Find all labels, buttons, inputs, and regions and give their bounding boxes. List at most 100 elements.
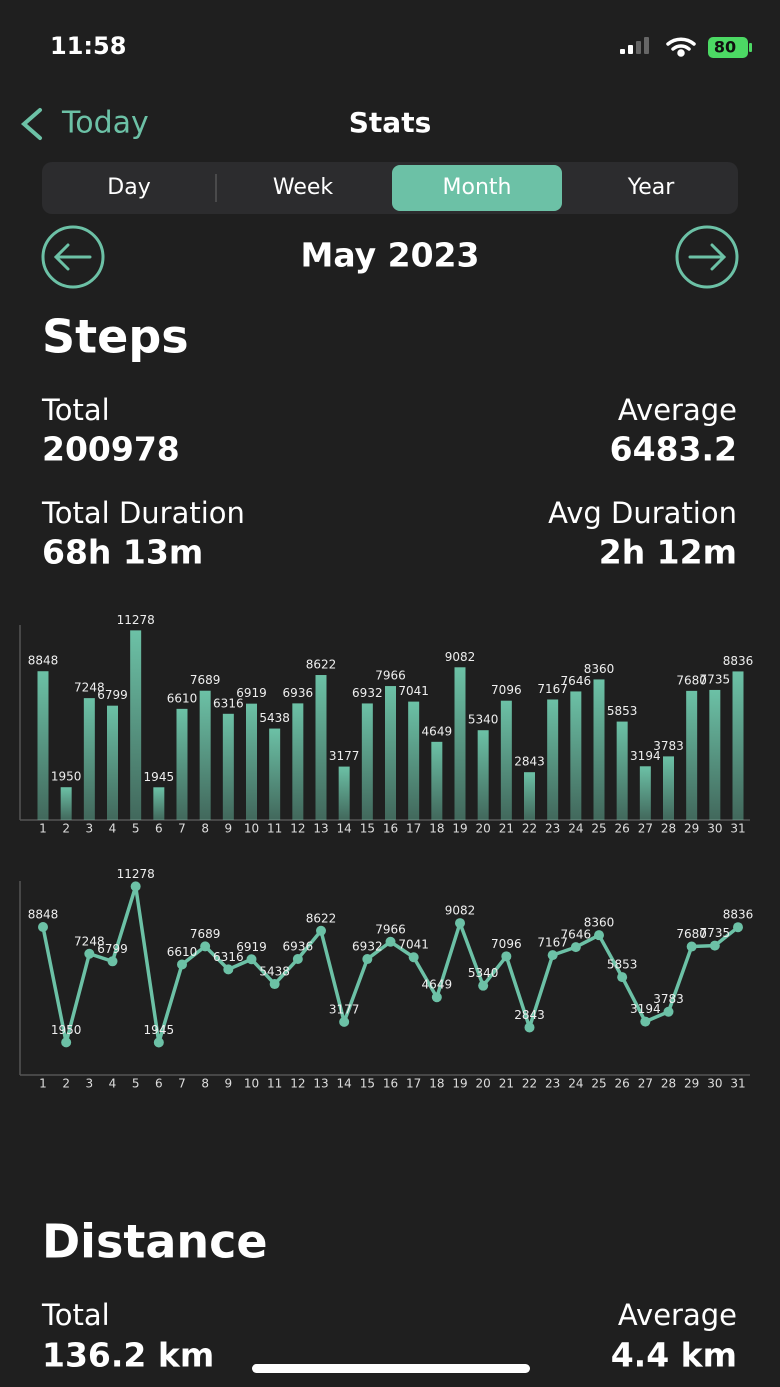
x-tick-label: 24 — [568, 822, 583, 836]
stat-value: 136.2 km — [42, 1336, 214, 1375]
tabs: Day Week Month Year — [107, 165, 675, 211]
x-tick-label: 31 — [730, 822, 745, 836]
x-tick-label: 20 — [476, 822, 491, 836]
stat-value: 68h 13m — [42, 533, 203, 572]
bar — [408, 701, 420, 820]
data-label: 5340 — [468, 713, 499, 727]
stat-label: Total Duration — [41, 496, 245, 530]
bar — [616, 721, 628, 820]
bar — [663, 756, 674, 820]
data-label: 3177 — [329, 749, 360, 763]
bar — [524, 772, 535, 820]
tab-selected — [392, 165, 562, 211]
data-label: 3194 — [630, 749, 661, 763]
bar — [431, 741, 443, 820]
stat-label: Average — [618, 1298, 737, 1332]
signal-icon — [620, 37, 649, 54]
x-tick-label: 7 — [178, 1077, 186, 1091]
tab[interactable]: Month — [443, 175, 512, 200]
x-tick-label: 9 — [225, 1077, 233, 1091]
x-tick-label: 27 — [638, 1077, 653, 1091]
data-label: 8848 — [28, 908, 59, 922]
x-tick-label: 25 — [591, 1077, 606, 1091]
stat-label: Average — [618, 393, 737, 427]
back-button[interactable]: Today — [61, 106, 149, 141]
bar — [686, 690, 698, 820]
point — [339, 1016, 350, 1027]
x-tick-label: 26 — [615, 822, 630, 836]
stat-value: 200978 — [42, 430, 180, 469]
x-tick-label: 3 — [86, 822, 94, 836]
x-tick-label: 7 — [178, 822, 186, 836]
data-label: 6936 — [283, 939, 314, 953]
data-label: 6799 — [97, 688, 128, 702]
x-tick-label: 18 — [429, 1077, 444, 1091]
data-label: 8836 — [723, 654, 754, 668]
data-label: 8836 — [723, 908, 754, 922]
data-label: 6610 — [167, 691, 198, 705]
x-tick-label: 14 — [337, 1077, 352, 1091]
x-tick-label: 17 — [406, 1077, 421, 1091]
data-label: 8622 — [306, 658, 337, 672]
data-label: 7689 — [190, 673, 221, 687]
bar — [639, 766, 651, 820]
bar — [176, 708, 188, 820]
data-label: 1945 — [144, 770, 175, 784]
x-tick-label: 26 — [615, 1077, 630, 1091]
x-tick-label: 30 — [707, 1077, 722, 1091]
data-label: 8360 — [584, 662, 615, 676]
data-label: 8848 — [28, 654, 59, 668]
wifi-icon — [666, 37, 696, 57]
x-tick-label: 16 — [383, 1077, 398, 1091]
bar — [107, 705, 118, 820]
x-tick-label: 4 — [109, 822, 117, 836]
data-label: 7167 — [537, 682, 568, 696]
x-tick-label: 10 — [244, 822, 259, 836]
point — [292, 953, 303, 964]
stat-label: Avg Duration — [548, 496, 737, 530]
x-tick-label: 28 — [661, 1077, 676, 1091]
x-tick-label: 22 — [522, 1077, 537, 1091]
x-tick-label: 8 — [201, 1077, 209, 1091]
tab[interactable]: Week — [273, 175, 334, 200]
data-label: 7966 — [375, 669, 406, 683]
back-chevron[interactable] — [20, 108, 42, 140]
data-label: 3177 — [329, 1002, 360, 1016]
data-label: 3194 — [630, 1002, 661, 1016]
data-label: 9082 — [445, 904, 476, 918]
tab[interactable]: Day — [107, 175, 150, 200]
stat-value: 6483.2 — [610, 430, 737, 469]
data-label: 4649 — [422, 978, 453, 992]
data-label: 2843 — [514, 1008, 545, 1022]
data-label: 6932 — [352, 940, 383, 954]
point — [84, 948, 95, 959]
point — [385, 936, 396, 947]
x-tick-label: 2 — [62, 822, 70, 836]
battery-level: 80 — [714, 38, 736, 57]
bar — [269, 728, 281, 820]
tab[interactable]: Year — [627, 175, 676, 200]
x-tick-label: 22 — [522, 822, 537, 836]
data-label: 7167 — [537, 936, 568, 950]
x-tick-label: 2 — [62, 1077, 70, 1091]
x-tick-label: 4 — [109, 1077, 117, 1091]
data-label: 6316 — [213, 950, 244, 964]
x-tick-label: 30 — [707, 822, 722, 836]
data-label: 8622 — [306, 911, 337, 925]
x-tick-label: 21 — [499, 822, 514, 836]
x-tick-label: 12 — [290, 822, 305, 836]
bar — [477, 730, 489, 820]
stat-label: Total — [41, 393, 110, 427]
point — [501, 951, 512, 962]
data-label: 7096 — [491, 683, 522, 697]
data-label: 3783 — [653, 992, 684, 1006]
x-tick-label: 14 — [337, 822, 352, 836]
x-tick-label: 11 — [267, 1077, 282, 1091]
stat-value: 2h 12m — [599, 533, 737, 572]
next-button[interactable] — [675, 225, 739, 289]
bar — [292, 703, 304, 820]
prev-button[interactable] — [41, 225, 105, 289]
bar — [37, 671, 49, 820]
x-tick-label: 12 — [290, 1077, 305, 1091]
x-tick-label: 15 — [360, 822, 375, 836]
